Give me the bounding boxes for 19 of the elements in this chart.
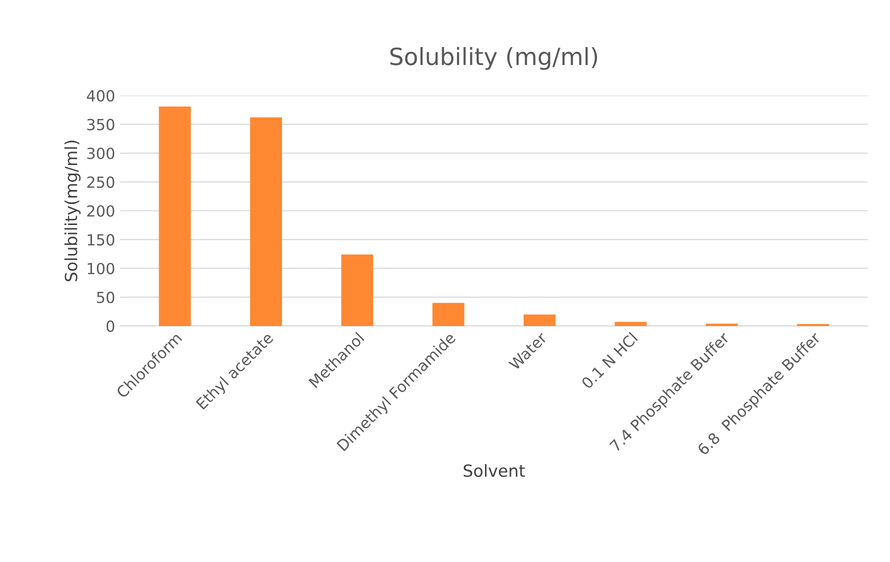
bar xyxy=(341,254,374,326)
x-axis-title: Solvent xyxy=(464,464,525,477)
y-tick-label: 300 xyxy=(87,148,114,160)
bar xyxy=(158,106,191,326)
y-axis-title: Solubility(mg/ml) xyxy=(64,140,81,282)
bar xyxy=(250,117,282,326)
bar xyxy=(524,314,556,326)
bar xyxy=(432,302,464,326)
chart-title: Solubility (mg/ml) xyxy=(390,47,598,70)
y-tick-label: 50 xyxy=(97,292,114,304)
y-tick-label: 0 xyxy=(106,320,114,332)
y-tick-label: 200 xyxy=(87,205,114,217)
bar xyxy=(614,322,647,326)
x-tick-label: 0.1 N HCl xyxy=(580,332,638,390)
y-tick-label: 400 xyxy=(86,90,114,102)
y-tick-label: 150 xyxy=(88,234,114,246)
y-tick-label: 100 xyxy=(88,262,114,274)
y-tick-label: 250 xyxy=(87,176,114,188)
y-tick-label: 350 xyxy=(87,118,114,130)
